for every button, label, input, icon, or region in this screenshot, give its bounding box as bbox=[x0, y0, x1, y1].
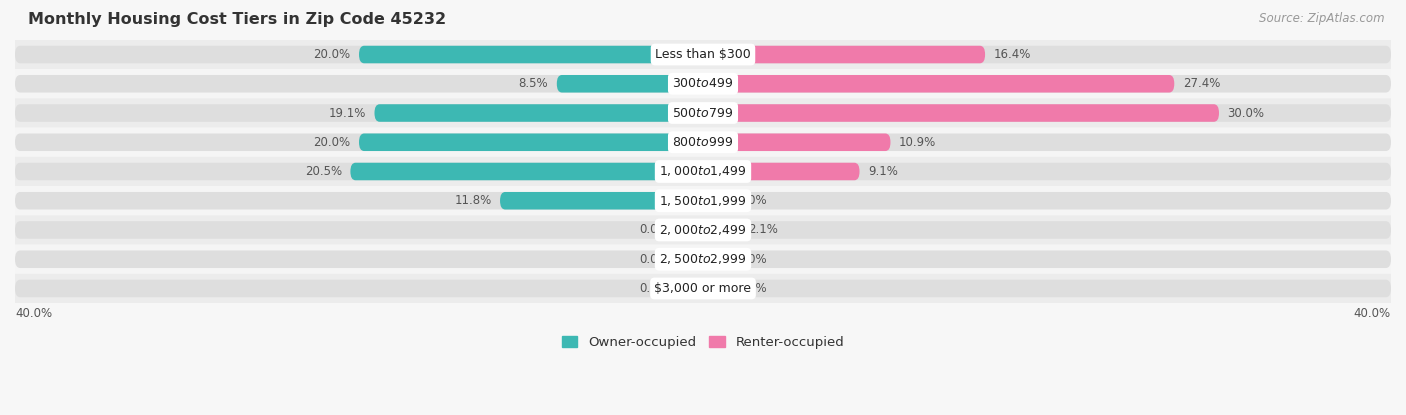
Text: 30.0%: 30.0% bbox=[1227, 107, 1264, 120]
Text: 0.0%: 0.0% bbox=[638, 253, 669, 266]
Text: Less than $300: Less than $300 bbox=[655, 48, 751, 61]
Text: $2,500 to $2,999: $2,500 to $2,999 bbox=[659, 252, 747, 266]
FancyBboxPatch shape bbox=[15, 163, 703, 180]
FancyBboxPatch shape bbox=[15, 274, 1391, 303]
FancyBboxPatch shape bbox=[15, 192, 703, 210]
FancyBboxPatch shape bbox=[15, 134, 703, 151]
FancyBboxPatch shape bbox=[15, 128, 1391, 157]
FancyBboxPatch shape bbox=[703, 134, 1391, 151]
Text: $3,000 or more: $3,000 or more bbox=[655, 282, 751, 295]
FancyBboxPatch shape bbox=[703, 192, 1391, 210]
FancyBboxPatch shape bbox=[703, 104, 1219, 122]
Text: 20.0%: 20.0% bbox=[314, 48, 350, 61]
FancyBboxPatch shape bbox=[15, 69, 1391, 98]
Text: $2,000 to $2,499: $2,000 to $2,499 bbox=[659, 223, 747, 237]
FancyBboxPatch shape bbox=[15, 251, 703, 268]
Text: 8.5%: 8.5% bbox=[519, 77, 548, 90]
FancyBboxPatch shape bbox=[15, 186, 1391, 215]
Legend: Owner-occupied, Renter-occupied: Owner-occupied, Renter-occupied bbox=[557, 331, 849, 354]
FancyBboxPatch shape bbox=[15, 244, 1391, 274]
Text: Source: ZipAtlas.com: Source: ZipAtlas.com bbox=[1260, 12, 1385, 25]
FancyBboxPatch shape bbox=[350, 163, 703, 180]
Text: 40.0%: 40.0% bbox=[15, 308, 52, 320]
Text: $500 to $799: $500 to $799 bbox=[672, 107, 734, 120]
Text: 16.4%: 16.4% bbox=[994, 48, 1031, 61]
FancyBboxPatch shape bbox=[359, 134, 703, 151]
Text: 20.5%: 20.5% bbox=[305, 165, 342, 178]
FancyBboxPatch shape bbox=[501, 192, 703, 210]
FancyBboxPatch shape bbox=[703, 221, 740, 239]
Text: 19.1%: 19.1% bbox=[329, 107, 366, 120]
Text: 2.1%: 2.1% bbox=[748, 224, 778, 237]
FancyBboxPatch shape bbox=[703, 192, 728, 210]
Text: 10.9%: 10.9% bbox=[898, 136, 936, 149]
Text: 0.0%: 0.0% bbox=[737, 282, 768, 295]
Text: 9.1%: 9.1% bbox=[868, 165, 898, 178]
Text: 0.0%: 0.0% bbox=[638, 282, 669, 295]
FancyBboxPatch shape bbox=[703, 75, 1174, 93]
FancyBboxPatch shape bbox=[703, 163, 1391, 180]
FancyBboxPatch shape bbox=[678, 221, 703, 239]
FancyBboxPatch shape bbox=[15, 221, 703, 239]
FancyBboxPatch shape bbox=[703, 163, 859, 180]
FancyBboxPatch shape bbox=[703, 46, 986, 63]
FancyBboxPatch shape bbox=[703, 280, 1391, 297]
Text: 20.0%: 20.0% bbox=[314, 136, 350, 149]
FancyBboxPatch shape bbox=[703, 46, 1391, 63]
FancyBboxPatch shape bbox=[15, 280, 703, 297]
FancyBboxPatch shape bbox=[703, 221, 1391, 239]
FancyBboxPatch shape bbox=[374, 104, 703, 122]
Text: $300 to $499: $300 to $499 bbox=[672, 77, 734, 90]
Text: $1,000 to $1,499: $1,000 to $1,499 bbox=[659, 164, 747, 178]
Text: 27.4%: 27.4% bbox=[1182, 77, 1220, 90]
FancyBboxPatch shape bbox=[703, 134, 890, 151]
Text: Monthly Housing Cost Tiers in Zip Code 45232: Monthly Housing Cost Tiers in Zip Code 4… bbox=[28, 12, 446, 27]
FancyBboxPatch shape bbox=[703, 280, 728, 297]
Text: 0.0%: 0.0% bbox=[737, 253, 768, 266]
Text: 11.8%: 11.8% bbox=[454, 194, 492, 207]
FancyBboxPatch shape bbox=[359, 46, 703, 63]
Text: 40.0%: 40.0% bbox=[1354, 308, 1391, 320]
Text: $1,500 to $1,999: $1,500 to $1,999 bbox=[659, 194, 747, 208]
Text: 0.0%: 0.0% bbox=[737, 194, 768, 207]
FancyBboxPatch shape bbox=[703, 104, 1391, 122]
FancyBboxPatch shape bbox=[703, 75, 1391, 93]
Text: $800 to $999: $800 to $999 bbox=[672, 136, 734, 149]
FancyBboxPatch shape bbox=[15, 40, 1391, 69]
FancyBboxPatch shape bbox=[15, 215, 1391, 244]
FancyBboxPatch shape bbox=[678, 251, 703, 268]
FancyBboxPatch shape bbox=[15, 46, 703, 63]
Text: 0.0%: 0.0% bbox=[638, 224, 669, 237]
FancyBboxPatch shape bbox=[15, 157, 1391, 186]
FancyBboxPatch shape bbox=[678, 280, 703, 297]
FancyBboxPatch shape bbox=[703, 251, 728, 268]
FancyBboxPatch shape bbox=[15, 98, 1391, 128]
FancyBboxPatch shape bbox=[557, 75, 703, 93]
FancyBboxPatch shape bbox=[15, 75, 703, 93]
FancyBboxPatch shape bbox=[15, 104, 703, 122]
FancyBboxPatch shape bbox=[703, 251, 1391, 268]
